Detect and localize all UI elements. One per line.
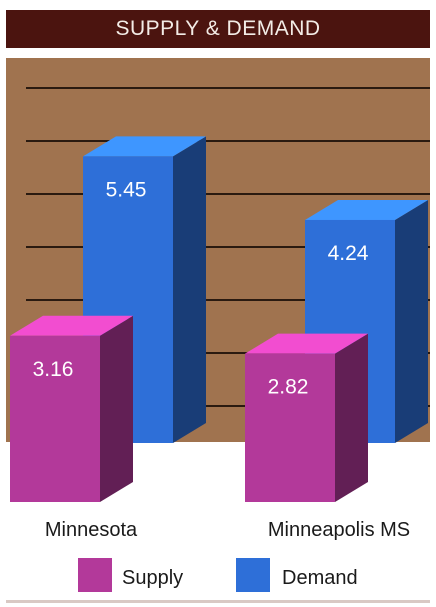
bar-top-face (10, 315, 133, 336)
bar-group: 5.45 4.24 3.16 2.82 (10, 136, 428, 502)
chart-title-bar: SUPPLY & DEMAND (6, 10, 430, 48)
chart-title: SUPPLY & DEMAND (115, 17, 321, 40)
bar-side-face (395, 199, 428, 443)
category-label-minneapolis-ms: Minneapolis MS (268, 519, 410, 541)
legend-swatch-supply (78, 558, 112, 592)
legend-label-supply: Supply (122, 567, 183, 589)
data-label-supply-minnesota: 3.16 (33, 358, 74, 381)
legend-label-demand: Demand (282, 567, 358, 589)
bar-side-face (100, 315, 133, 502)
bar-side-face (173, 136, 206, 443)
data-label-demand-minneapolis-ms: 4.24 (328, 242, 369, 265)
legend-swatch-demand (236, 558, 270, 592)
legend: Supply Demand (78, 558, 358, 592)
data-label-supply-minneapolis-ms: 2.82 (268, 376, 309, 399)
bar-top-face (83, 136, 206, 157)
data-label-demand-minnesota: 5.45 (106, 178, 147, 201)
bar-top-face (245, 333, 368, 354)
bar-front-face (245, 353, 335, 502)
bar-side-face (335, 333, 368, 502)
bottom-rule (6, 600, 430, 603)
bar-front-face (10, 335, 100, 502)
bar-supply-minnesota: 3.16 (10, 315, 133, 502)
bar-top-face (305, 199, 428, 220)
bar-supply-minneapolis-ms: 2.82 (245, 333, 368, 502)
category-label-minnesota: Minnesota (45, 519, 138, 541)
